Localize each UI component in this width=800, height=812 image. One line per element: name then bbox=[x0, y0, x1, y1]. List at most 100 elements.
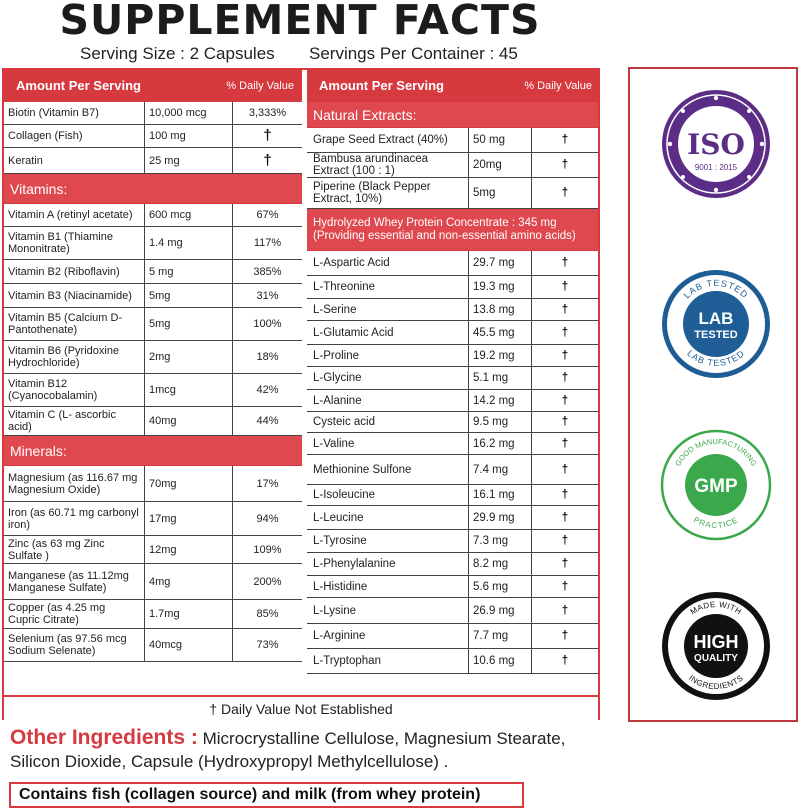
page-title: SUPPLEMENT FACTS bbox=[59, 0, 541, 44]
nutrient-row: Zinc (as 63 mg Zinc Sulfate ) 12mg 109% bbox=[4, 536, 302, 564]
nutrient-name: L-Proline bbox=[313, 349, 360, 362]
nutrient-amount: 45.5 mg bbox=[468, 321, 531, 344]
nutrient-amount: 17mg bbox=[144, 502, 232, 535]
left-header: Amount Per Serving % Daily Value bbox=[4, 70, 302, 102]
nutrient-row: Selenium (as 97.56 mcg Sodium Selenate) 4… bbox=[4, 629, 302, 662]
nutrient-amount: 12mg bbox=[144, 536, 232, 563]
iso-seal-icon: ISO 9001 : 2015 bbox=[662, 90, 770, 198]
daily-value: 200% bbox=[232, 564, 302, 599]
supplement-facts-table: Amount Per Serving % Daily Value Biotin … bbox=[2, 68, 600, 720]
nutrient-row: Copper (as 4.25 mg Cupric Citrate) 1.7mg 8… bbox=[4, 600, 302, 629]
right-header: Amount Per Serving % Daily Value bbox=[307, 70, 598, 102]
daily-value: † bbox=[531, 649, 598, 673]
daily-value-label: % Daily Value bbox=[524, 80, 592, 92]
nutrient-amount: 10,000 mcg bbox=[144, 102, 232, 124]
daily-value: 85% bbox=[232, 600, 302, 628]
daily-value: † bbox=[531, 128, 598, 152]
daily-value: † bbox=[531, 299, 598, 320]
nutrient-row: L-Lysine 26.9 mg † bbox=[307, 598, 598, 624]
nutrient-amount: 16.2 mg bbox=[468, 433, 531, 454]
daily-value: † bbox=[531, 598, 598, 623]
nutrient-amount: 1mcg bbox=[144, 374, 232, 406]
nutrient-name: L-Arginine bbox=[313, 630, 366, 642]
nutrient-name: Vitamin B3 (Niacinamide) bbox=[8, 289, 132, 302]
daily-value: † bbox=[531, 153, 598, 177]
nutrient-row: Vitamin B6 (Pyridoxine Hydrochloride) 2mg… bbox=[4, 341, 302, 374]
nutrient-row: Bambusa arundinacea Extract (100 : 1) 20m… bbox=[307, 153, 598, 178]
nutrient-row: Vitamin B2 (Riboflavin) 5 mg 385% bbox=[4, 260, 302, 284]
nutrient-row: Vitamin A (retinyl acetate) 600 mcg 67% bbox=[4, 204, 302, 227]
nutrient-row: Keratin 25 mg † bbox=[4, 148, 302, 174]
daily-value: † bbox=[531, 455, 598, 484]
nutrient-amount: 25 mg bbox=[144, 148, 232, 173]
nutrient-name: Piperine (Black Pepper Extract, 10%) bbox=[313, 181, 431, 205]
daily-value: 31% bbox=[232, 284, 302, 307]
gmp-badge: GOOD MANUFACTURING PRACTICE GMP bbox=[660, 429, 772, 541]
nutrient-name: L-Alanine bbox=[313, 394, 362, 407]
daily-value: † bbox=[531, 251, 598, 275]
nutrient-name: Vitamin B1 (Thiamine Mononitrate) bbox=[8, 231, 113, 255]
nutrient-name: L-Tyrosine bbox=[313, 535, 367, 547]
gmp-text: GMP bbox=[694, 476, 738, 497]
left-column: Amount Per Serving % Daily Value Biotin … bbox=[4, 70, 302, 662]
nutrient-name: Vitamin C (L- ascorbic acid) bbox=[8, 409, 116, 433]
nutrient-row: L-Proline 19.2 mg † bbox=[307, 345, 598, 367]
iso-standard-text: 9001 : 2015 bbox=[695, 163, 738, 172]
nutrient-amount: 5mg bbox=[144, 308, 232, 340]
daily-value: 73% bbox=[232, 629, 302, 661]
nutrient-row: L-Alanine 14.2 mg † bbox=[307, 390, 598, 412]
daily-value: † bbox=[531, 530, 598, 552]
nutrient-amount: 100 mg bbox=[144, 125, 232, 147]
nutrient-row: L-Serine 13.8 mg † bbox=[307, 299, 598, 321]
nutrient-amount: 29.9 mg bbox=[468, 506, 531, 529]
nutrient-row: L-Phenylalanine 8.2 mg † bbox=[307, 553, 598, 576]
nutrient-row: L-Isoleucine 16.1 mg † bbox=[307, 485, 598, 506]
nutrient-name: L-Tryptophan bbox=[313, 655, 381, 667]
nutrient-name: L-Threonine bbox=[313, 281, 376, 293]
serving-size: Serving Size : 2 Capsules bbox=[80, 44, 275, 63]
daily-value: 44% bbox=[232, 407, 302, 435]
daily-value: † bbox=[531, 276, 598, 298]
daily-value: † bbox=[531, 390, 598, 411]
nutrient-amount: 50 mg bbox=[468, 128, 531, 152]
nutrient-amount: 40mcg bbox=[144, 629, 232, 661]
certification-badges: ISO 9001 : 2015 LAB TESTED LAB TESTED LA… bbox=[628, 67, 798, 722]
nutrient-amount: 600 mcg bbox=[144, 204, 232, 226]
nutrient-row: Magnesium (as 116.67 mg Magnesium Oxide)… bbox=[4, 466, 302, 502]
daily-value: 42% bbox=[232, 374, 302, 406]
nutrient-row: L-Threonine 19.3 mg † bbox=[307, 276, 598, 299]
daily-value: † bbox=[531, 485, 598, 505]
daily-value: † bbox=[531, 624, 598, 648]
nutrient-row: L-Tryptophan 10.6 mg † bbox=[307, 649, 598, 674]
daily-value: 385% bbox=[232, 260, 302, 283]
nutrient-row: Biotin (Vitamin B7) 10,000 mcg 3,333% bbox=[4, 102, 302, 125]
daily-value: 100% bbox=[232, 308, 302, 340]
nutrient-name: Selenium (as 97.56 mcg Sodium Selenate) bbox=[8, 633, 127, 657]
iso-badge: ISO 9001 : 2015 bbox=[660, 88, 772, 200]
nutrient-amount: 1.4 mg bbox=[144, 227, 232, 259]
nutrient-amount: 7.7 mg bbox=[468, 624, 531, 648]
nutrient-amount: 10.6 mg bbox=[468, 649, 531, 673]
nutrient-name: Copper (as 4.25 mg Cupric Citrate) bbox=[8, 602, 106, 626]
nutrient-name: L-Isoleucine bbox=[313, 489, 376, 501]
daily-value: 117% bbox=[232, 227, 302, 259]
daily-value: 18% bbox=[232, 341, 302, 373]
servings-per-container: Servings Per Container : 45 bbox=[309, 44, 518, 63]
nutrient-name: L-Leucine bbox=[313, 511, 364, 524]
lab-tested-seal-icon: LAB TESTED LAB TESTED LAB TESTED bbox=[662, 270, 770, 378]
nutrient-amount: 26.9 mg bbox=[468, 598, 531, 623]
daily-value: † bbox=[232, 148, 302, 173]
nutrient-name: Vitamin B5 (Calcium D-Pantothenate) bbox=[8, 312, 123, 336]
nutrient-amount: 14.2 mg bbox=[468, 390, 531, 411]
nutrient-name: Bambusa arundinacea Extract (100 : 1) bbox=[313, 153, 429, 177]
nutrient-amount: 19.2 mg bbox=[468, 345, 531, 366]
daily-value: 17% bbox=[232, 466, 302, 501]
nutrient-row: L-Tyrosine 7.3 mg † bbox=[307, 530, 598, 553]
nutrient-name: L-Phenylalanine bbox=[313, 558, 396, 570]
minerals-section: Minerals: bbox=[4, 436, 302, 466]
nutrient-name: Vitamin A (retinyl acetate) bbox=[8, 209, 133, 221]
nutrient-row: Manganese (as 11.12mg Manganese Sulfate)… bbox=[4, 564, 302, 600]
nutrient-row: L-Histidine 5.6 mg † bbox=[307, 576, 598, 598]
nutrient-row: L-Valine 16.2 mg † bbox=[307, 433, 598, 455]
right-column: Amount Per Serving % Daily Value Natural… bbox=[307, 70, 598, 674]
